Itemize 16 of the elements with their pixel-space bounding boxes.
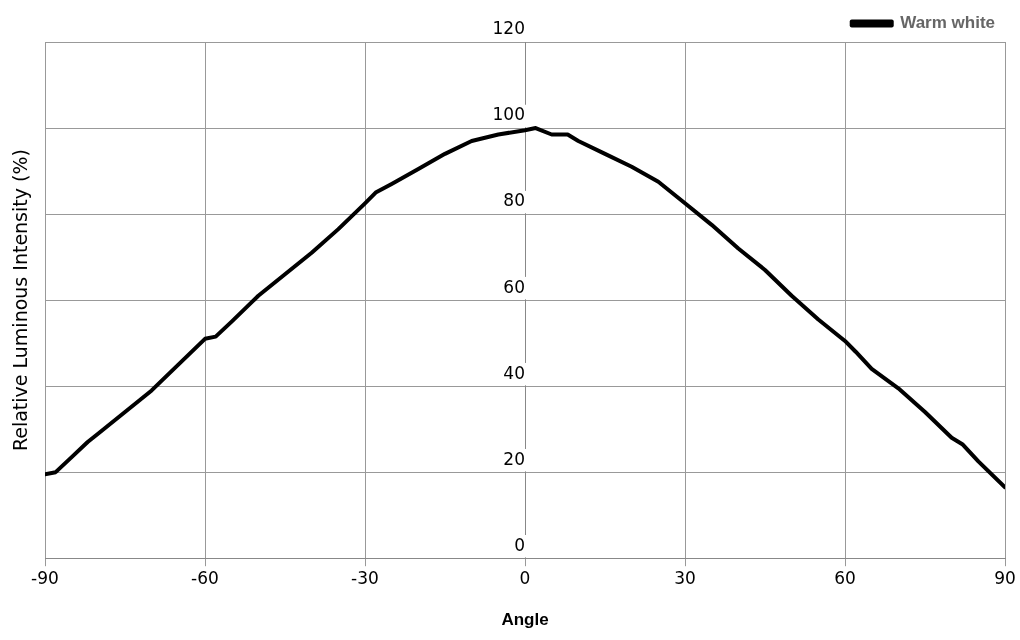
y-tick-label: 100: [492, 104, 525, 125]
x-tick-label: -90: [31, 567, 59, 588]
y-tick-label: 20: [503, 448, 525, 469]
y-tick-label: 120: [492, 18, 525, 39]
legend-label: Warm white: [900, 13, 996, 33]
x-axis-title: Angle: [501, 610, 549, 630]
x-tick-label: 30: [674, 567, 696, 588]
x-tick-label: -30: [351, 567, 379, 588]
y-tick-label: 60: [503, 276, 525, 297]
y-axis-title: Relative Luminous Intensity (%): [8, 149, 31, 452]
x-tick-label: -60: [191, 567, 219, 588]
y-tick-label: 40: [503, 362, 525, 383]
x-tick-label: 90: [994, 567, 1016, 588]
y-tick-label: 0: [514, 534, 525, 555]
x-tick-label: 60: [834, 567, 856, 588]
y-tick-label: 80: [503, 190, 525, 211]
